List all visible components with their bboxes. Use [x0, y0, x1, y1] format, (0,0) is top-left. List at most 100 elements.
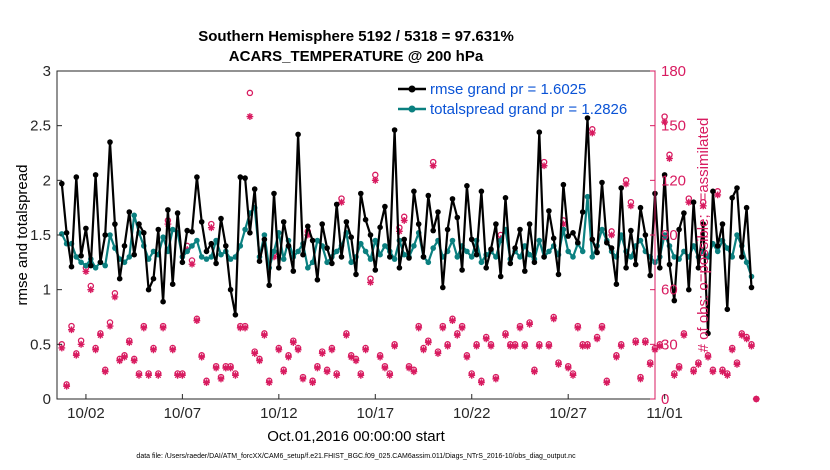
obs-assimilated-point: [135, 371, 143, 379]
legend: rmse grand pr = 1.6025 totalspread grand…: [398, 81, 627, 118]
totalspread-point: [425, 259, 432, 266]
rmse-point: [116, 275, 123, 282]
rmse-point: [734, 185, 740, 191]
totalspread-point: [478, 259, 485, 266]
obs-assimilated-point: [386, 371, 394, 379]
totalspread-point: [280, 256, 287, 262]
rmse-point: [343, 219, 350, 225]
obs-assimilated-point: [342, 331, 350, 339]
rmse-point: [623, 265, 629, 271]
rmse-point: [575, 239, 581, 246]
totalspread-point: [73, 254, 80, 260]
obs-assimilated-point: [68, 326, 75, 334]
obs-assimilated-point: [304, 231, 312, 239]
obs-assimilated-point: [371, 176, 379, 184]
rmse-point: [642, 232, 649, 238]
y-right-tick-label: 150: [661, 118, 686, 135]
rmse-point: [280, 219, 287, 225]
rmse-point: [464, 183, 470, 189]
obs-assimilated-point: [111, 293, 119, 301]
rmse-point: [382, 203, 388, 210]
obs-assimilated-point: [748, 342, 755, 350]
obs-assimilated-point: [511, 342, 519, 350]
rmse-point: [604, 239, 610, 246]
obs-assimilated-point: [246, 113, 254, 120]
totalspread-point: [493, 254, 499, 260]
rmse-point: [324, 245, 330, 251]
obs-assimilated-point: [521, 342, 529, 350]
rmse-point: [73, 174, 80, 180]
obs-assimilated-point: [743, 335, 751, 343]
obs-assimilated-point: [661, 118, 669, 126]
totalspread-point: [661, 232, 668, 238]
rmse-point: [295, 131, 301, 138]
rmse-point: [531, 259, 538, 266]
rmse-point: [411, 188, 417, 195]
totalspread-point: [218, 251, 224, 258]
obs-assimilated-point: [719, 368, 726, 376]
obs-assimilated-point: [169, 346, 177, 354]
obs-assimilated-point: [145, 371, 153, 379]
rmse-point: [121, 243, 128, 249]
obs-assimilated-point: [227, 364, 235, 372]
obs-assimilated-point: [550, 315, 558, 323]
rmse-point: [546, 208, 552, 214]
obs-assimilated-point: [285, 353, 292, 361]
obs-assimilated-point: [314, 364, 321, 372]
rmse-point: [198, 219, 205, 225]
totalspread-point: [271, 248, 277, 255]
totalspread-point: [131, 212, 137, 219]
obs-assimilated-point: [545, 342, 553, 350]
totalspread-point: [589, 254, 596, 260]
rmse-point: [748, 284, 755, 291]
rmse-point: [227, 286, 234, 293]
rmse-point: [358, 190, 364, 197]
obs-assimilated-point: [473, 342, 480, 350]
totalspread-point: [570, 254, 576, 260]
obs-assimilated-point: [463, 353, 471, 361]
obs-assimilated-point: [63, 382, 71, 390]
totalspread-point: [203, 256, 210, 262]
rmse-point: [112, 221, 118, 227]
obs-assimilated-point: [352, 357, 360, 365]
rmse-point: [165, 207, 171, 213]
obs-assimilated-point: [222, 364, 230, 372]
obs-assimilated-point: [738, 331, 746, 339]
totalspread-point: [261, 232, 268, 238]
totalspread-point: [160, 234, 166, 240]
totalspread-point: [367, 256, 374, 262]
totalspread-point: [411, 243, 417, 249]
totalspread-point: [468, 254, 475, 260]
totalspread-point: [671, 254, 678, 260]
obs-assimilated-point: [150, 346, 157, 354]
rmse-point: [647, 272, 653, 279]
x-tick-label: 10/22: [453, 405, 491, 422]
totalspread-point: [78, 259, 84, 266]
obs-assimilated-point: [299, 375, 307, 383]
rmse-point: [290, 268, 297, 274]
rmse-point: [131, 251, 137, 258]
obs-assimilated-point: [617, 342, 625, 350]
totalspread-point: [449, 237, 456, 244]
obs-assimilated-point: [439, 324, 447, 332]
rmse-point: [266, 282, 273, 289]
obs-assimilated-point: [458, 324, 466, 332]
rmse-point: [251, 186, 258, 192]
y-right-tick-label: 30: [661, 336, 678, 353]
obs-assimilated-point: [328, 346, 336, 354]
obs-assimilated-point: [728, 346, 736, 354]
obs-assimilated-point: [130, 357, 138, 365]
obs-assimilated-point: [154, 371, 162, 379]
obs-assimilated-point: [670, 371, 678, 379]
rmse-point: [88, 262, 94, 269]
rmse-point: [560, 181, 567, 188]
obs-assimilated-point: [367, 278, 374, 286]
totalspread-point: [372, 237, 379, 244]
obs-assimilated-point: [477, 379, 485, 386]
obs-assimilated-point: [289, 339, 297, 346]
totalspread-point: [59, 231, 65, 237]
rmse-point: [449, 196, 456, 202]
obs-assimilated-point: [608, 231, 615, 239]
rmse-point: [415, 221, 422, 227]
rmse-point: [338, 254, 345, 260]
